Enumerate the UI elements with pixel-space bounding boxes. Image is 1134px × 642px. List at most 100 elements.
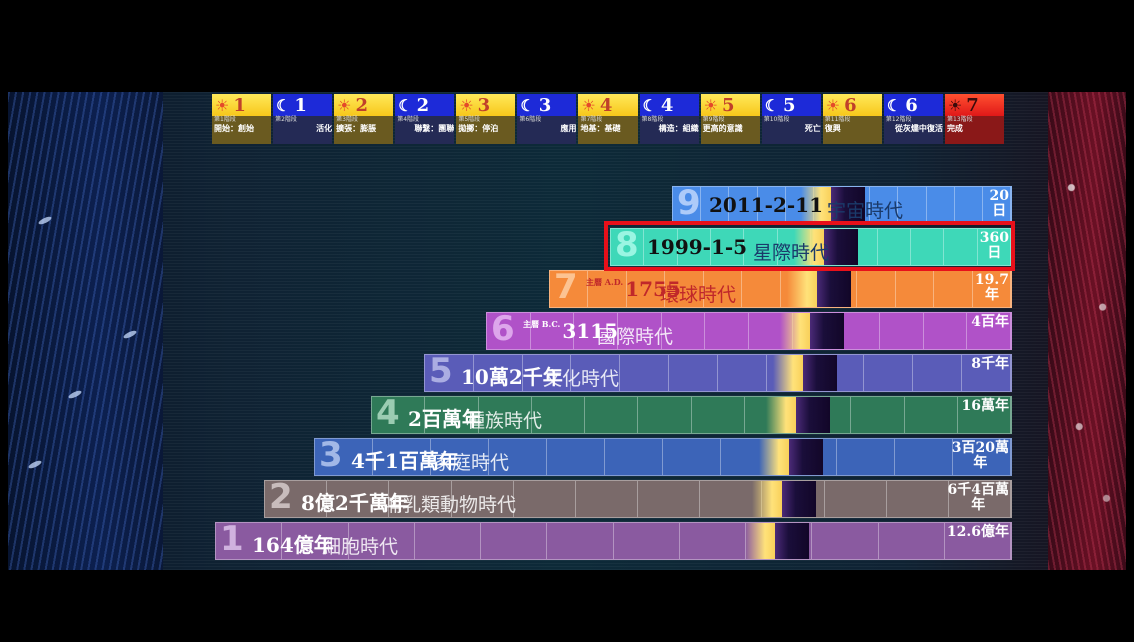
stage-index-label: 第10階段 [763,116,790,123]
stage-index-label: 第12階段 [885,116,912,123]
sun-icon: ☀ [825,95,841,115]
era-number: 1 [220,522,244,559]
stage-caption: 第6階段 應用 [517,116,577,144]
stage-index-label: 第7階段 [580,116,603,123]
stage-badge: ☾ 6 [883,94,943,116]
era-number: 4 [376,396,400,433]
era-number: 3 [319,438,343,475]
era-duration: 6千4百萬 年 [947,482,1009,513]
era-name: 家庭時代 [433,452,510,474]
stage-index-label: 第3階段 [336,116,358,123]
stage-header: ☀ 1 第1階段 開始：創始 ☾ 1 第2階段 活化 ☀ 2 第3階段 擴張：膨脹 ☾ 2 第4階段 聯繫：團… [212,94,1006,144]
date-value: 4千1百萬年 [351,449,459,473]
era-number: 9 [677,186,701,223]
date-value: 3115 [562,319,619,343]
era-start-date: 主曆 A.D. 1755 [586,277,681,301]
era-start-date: 1999-1-5 [647,235,747,259]
stage-badge: ☀ 6 [822,94,882,116]
stage-name: 構造：組織 [658,124,699,133]
left-decor-panel [8,92,163,570]
stage-caption: 第10階段死亡 [761,116,821,144]
moon-icon: ☾ [642,95,657,115]
stage-caption: 第11階段 復興 [822,116,882,144]
stage-index-label: 第6階段 [519,116,542,123]
era-name: 宇宙時代 [827,200,904,222]
stage-caption: 第5階段 拋擲：停泊 [456,116,516,144]
era-name: 細胞時代 [322,536,399,558]
stage-badge: ☾ 4 [639,94,699,116]
era-duration: 16萬年 [961,398,1009,414]
era-start-date: 2百萬年 [408,403,482,432]
stage-index-label: 第13階段 [946,116,973,123]
stage-10: ☾ 5 第10階段 死亡 [761,94,821,144]
era-start-date: 4千1百萬年 [351,445,459,474]
stage-badge: ☀ 4 [578,94,638,116]
stage-name: 聯繫：團聯 [414,124,455,133]
stage-1: ☀ 1 第1階段 開始：創始 [212,94,272,144]
stage-index-label: 第4階段 [397,116,420,123]
stage-3: ☀ 2 第3階段 擴張：膨脹 [334,94,394,144]
era-number: 8 [615,228,639,265]
era-name: 國際時代 [597,326,674,348]
stage-caption: 第9階段 更高的意識 [700,116,760,144]
stage-name: 拋擲：停泊 [458,124,499,133]
era-duration: 8千年 [971,356,1009,372]
stage-index-label: 第1階段 [214,116,236,123]
stage-number: 1 [233,94,246,116]
sun-icon: ☀ [947,95,963,115]
right-decor-panel [1048,92,1126,570]
stage-number: 1 [294,94,307,116]
stage-caption: 第13階段 完成 [944,116,1005,144]
stage-13: ☀ 7 第13階段 完成 [944,94,1005,144]
era-start-date: 主曆 B.C. 3115 [523,319,618,343]
moon-icon: ☾ [520,95,535,115]
stage-badge: ☀ 5 [700,94,760,116]
era-duration: 3百20萬 年 [951,440,1009,471]
stage-name: 活化 [316,124,333,133]
stage-number: 5 [721,94,735,116]
stage-index-label: 第11階段 [824,116,851,123]
date-prefix: 主曆 B.C. [523,319,561,329]
era-start-date: 164億年 [252,529,334,558]
sun-icon: ☀ [459,95,474,115]
era-row-3: 3 4千1百萬年 家庭時代 3百20萬 年 [314,438,1012,476]
stage-badge: ☀ 7 [944,94,1005,116]
stage-12: ☾ 6 第12階段 從灰燼中復活 [883,94,943,144]
stage-name: 復興 [824,124,841,133]
era-row-4: 4 2百萬年 種族時代 16萬年 [371,396,1012,434]
stage-2: ☾ 1 第2階段 活化 [273,94,333,144]
era-duration: 19.7 年 [974,272,1009,303]
date-value: 1755 [625,277,681,301]
stage-badge: ☀ 1 [212,94,272,116]
sun-icon: ☀ [703,95,718,115]
stage-name: 擴張：膨脹 [336,124,377,133]
stage-9: ☀ 5 第9階段 更高的意識 [700,94,760,144]
stage-badge: ☀ 2 [334,94,394,116]
era-number: 2 [269,480,293,517]
stage-number: 3 [538,94,552,116]
stage-index-label: 第8階段 [641,116,664,123]
stage-name: 死亡 [804,124,821,133]
moon-icon: ☾ [276,95,291,115]
era-number: 6 [491,312,515,349]
sun-icon: ☀ [581,95,596,115]
stage-caption: 第3階段 擴張：膨脹 [334,116,394,144]
stage-4: ☾ 2 第4階段 聯繫：團聯 [395,94,455,144]
stage-caption: 第8階段 構造：組織 [639,116,699,144]
stage-number: 6 [905,94,918,116]
date-value: 8億2千萬年 [301,491,409,515]
date-value: 2百萬年 [408,407,482,431]
moon-icon: ☾ [764,95,780,115]
stage-index-label: 第5階段 [458,116,481,123]
stage-number: 2 [355,94,369,116]
era-duration: 12.6億年 [946,524,1009,540]
era-start-date: 10萬2千年 [461,361,563,390]
stage-name: 完成 [946,124,963,133]
stage-badge: ☾ 1 [273,94,333,116]
date-value: 2011-2-11 [709,193,824,217]
era-duration: 20 日 [989,188,1009,219]
sun-icon: ☀ [337,95,352,115]
stage-5: ☀ 3 第5階段 拋擲：停泊 [456,94,516,144]
era-row-8: 8 1999-1-5 星際時代 360 日 [610,228,1012,266]
stage-index-label: 第9階段 [702,116,725,123]
